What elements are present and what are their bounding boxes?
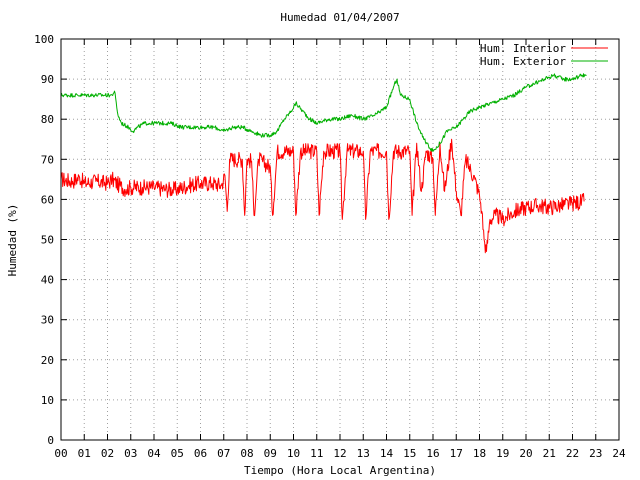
y-tick-label: 20 bbox=[41, 354, 54, 367]
x-tick-label: 14 bbox=[380, 447, 394, 460]
x-axis-label: Tiempo (Hora Local Argentina) bbox=[244, 464, 436, 477]
y-tick-label: 90 bbox=[41, 73, 54, 86]
y-tick-label: 60 bbox=[41, 193, 54, 206]
x-tick-label: 08 bbox=[240, 447, 253, 460]
x-tick-label: 20 bbox=[519, 447, 532, 460]
y-tick-label: 30 bbox=[41, 314, 54, 327]
y-tick-label: 40 bbox=[41, 274, 54, 287]
x-tick-label: 18 bbox=[473, 447, 486, 460]
y-tick-label: 0 bbox=[47, 434, 54, 447]
x-tick-label: 15 bbox=[403, 447, 416, 460]
grid-lines bbox=[61, 39, 619, 440]
x-tick-label: 09 bbox=[264, 447, 277, 460]
x-tick-label: 05 bbox=[171, 447, 184, 460]
x-tick-label: 22 bbox=[566, 447, 579, 460]
series-line-exterior bbox=[60, 73, 587, 152]
x-tick-label: 03 bbox=[124, 447, 137, 460]
x-tick-label: 19 bbox=[496, 447, 509, 460]
x-tick-label: 11 bbox=[310, 447, 323, 460]
x-tick-label: 12 bbox=[333, 447, 346, 460]
series-lines bbox=[60, 73, 587, 254]
y-tick-label: 10 bbox=[41, 394, 54, 407]
x-tick-label: 21 bbox=[543, 447, 556, 460]
x-tick-label: 02 bbox=[101, 447, 114, 460]
x-tick-label: 24 bbox=[612, 447, 626, 460]
y-tick-label: 100 bbox=[34, 33, 54, 46]
x-tick-label: 23 bbox=[589, 447, 602, 460]
x-tick-label: 00 bbox=[54, 447, 67, 460]
y-tick-label: 50 bbox=[41, 234, 54, 247]
y-tick-label: 80 bbox=[41, 113, 54, 126]
y-tick-label: 70 bbox=[41, 153, 54, 166]
x-tick-label: 06 bbox=[194, 447, 207, 460]
chart-title: Humedad 01/04/2007 bbox=[280, 11, 399, 24]
x-tick-label: 01 bbox=[78, 447, 91, 460]
x-tick-label: 04 bbox=[147, 447, 161, 460]
series-line-interior bbox=[60, 138, 585, 254]
x-tick-label: 17 bbox=[450, 447, 463, 460]
x-tick-label: 10 bbox=[287, 447, 300, 460]
legend-label: Hum. Interior bbox=[480, 42, 566, 55]
x-tick-label: 16 bbox=[426, 447, 439, 460]
legend-label: Hum. Exterior bbox=[480, 55, 566, 68]
axis-ticks: 0 10 20 30 40 50 60 70 80 90 100 00 01 02 03 04 05 06 07 08… bbox=[34, 33, 626, 460]
y-axis-label: Humedad (%) bbox=[6, 204, 19, 277]
x-tick-label: 13 bbox=[357, 447, 370, 460]
x-tick-label: 07 bbox=[217, 447, 230, 460]
